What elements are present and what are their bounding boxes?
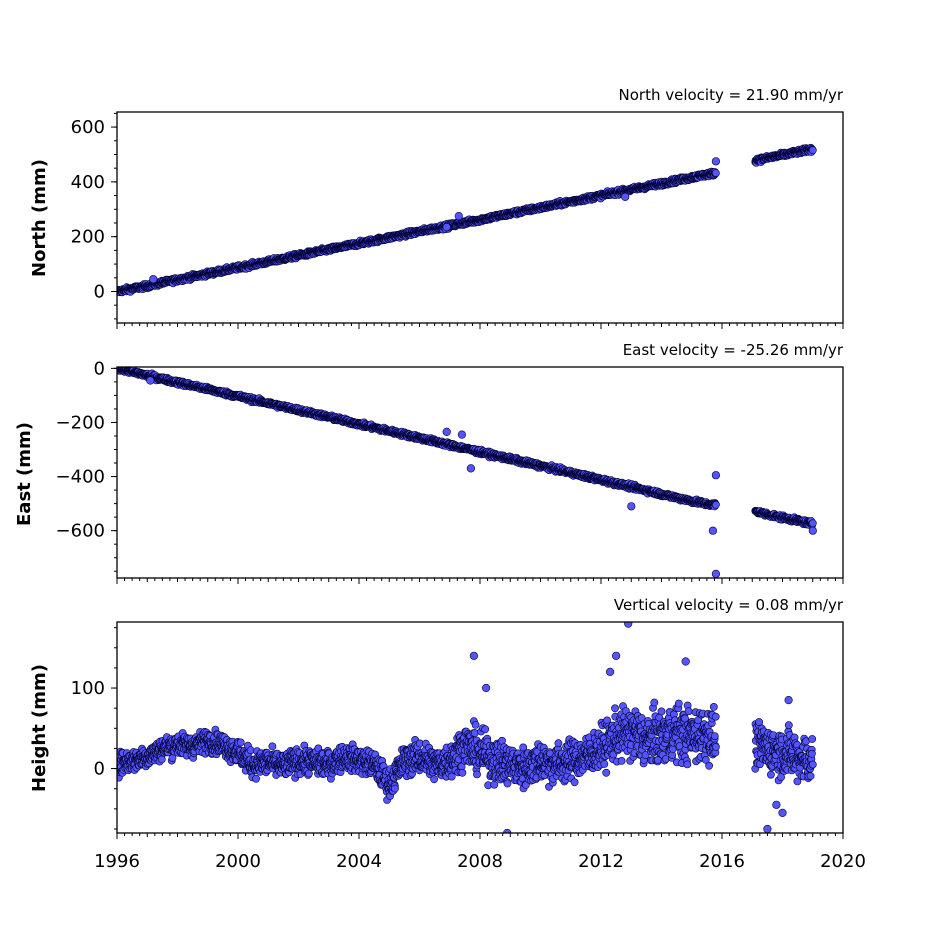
- data-point: [168, 754, 177, 762]
- height-axis-label: Height (mm): [29, 664, 50, 792]
- data-point: [236, 738, 245, 747]
- height-panel: Vertical velocity = 0.08 mm/yr Height (m…: [29, 596, 866, 872]
- east-velocity-title: East velocity = -25.26 mm/yr: [623, 341, 844, 359]
- north-velocity-title: North velocity = 21.90 mm/yr: [619, 86, 844, 104]
- y-tick-label: 0: [94, 281, 105, 302]
- data-point: [712, 500, 720, 509]
- outlier-point: [442, 427, 451, 437]
- outlier-point: [149, 275, 158, 284]
- outlier-point: [466, 464, 476, 473]
- x-axis: [116, 578, 844, 584]
- data-point: [808, 519, 817, 528]
- y-axis: 0 −200 −400 −600: [56, 358, 117, 572]
- data-point: [712, 169, 720, 177]
- outlier-point: [627, 502, 636, 511]
- outlier-point: [711, 157, 721, 166]
- y-tick-label: 400: [71, 172, 105, 193]
- y-tick-label: −600: [56, 521, 105, 542]
- data-points: [117, 622, 817, 833]
- outlier-point: [808, 526, 817, 535]
- x-axis: [116, 323, 844, 329]
- outlier-point: [146, 376, 155, 385]
- y-tick-label: 0: [94, 358, 105, 379]
- y-tick-label: −400: [56, 467, 105, 488]
- y-tick-label: 600: [71, 117, 105, 138]
- y-tick-label: 200: [71, 227, 105, 248]
- outlier-point: [708, 526, 718, 535]
- data-points: [117, 367, 817, 578]
- east-panel: East velocity = -25.26 mm/yr East (mm) 0…: [14, 341, 844, 584]
- data-point: [157, 755, 166, 764]
- data-point: [268, 742, 277, 751]
- data-point: [808, 146, 817, 155]
- outlier-point: [457, 430, 467, 439]
- outlier-point: [442, 223, 451, 232]
- y-tick-label: −200: [56, 412, 105, 433]
- data-points: [117, 143, 817, 297]
- y-axis: 0 200 400 600: [71, 112, 117, 320]
- east-axis-label: East (mm): [14, 422, 35, 526]
- data-point: [252, 774, 260, 783]
- north-axis-label: North (mm): [29, 159, 50, 277]
- outlier-point: [621, 192, 630, 201]
- vertical-velocity-title: Vertical velocity = 0.08 mm/yr: [614, 596, 844, 614]
- outlier-point: [454, 212, 463, 221]
- data-point: [304, 769, 313, 778]
- north-panel: North velocity = 21.90 mm/yr North (mm) …: [29, 86, 844, 329]
- data-point: [246, 746, 255, 755]
- outlier-point: [711, 471, 721, 480]
- outlier-point: [711, 569, 720, 578]
